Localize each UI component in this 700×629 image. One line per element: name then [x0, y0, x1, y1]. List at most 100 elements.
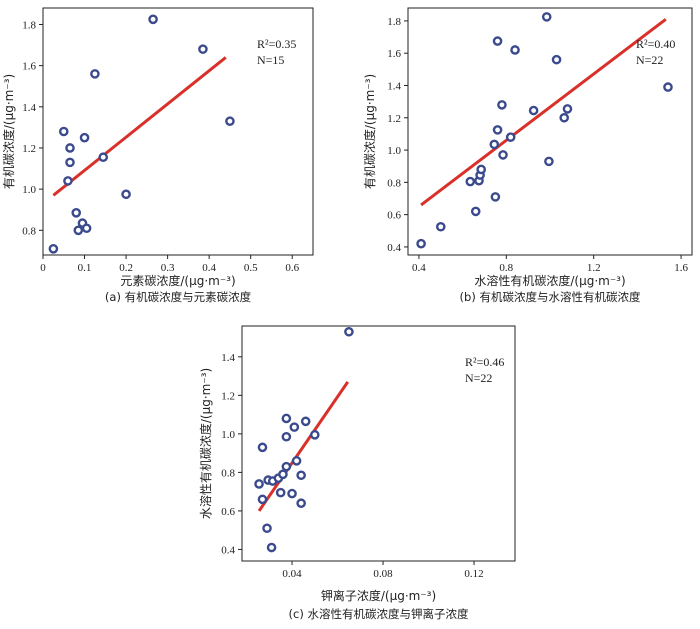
r-squared-label: R²=0.40 — [636, 37, 675, 51]
data-point — [121, 189, 131, 200]
x-tick-label: 0.2 — [119, 262, 133, 274]
y-tick-label: 1.4 — [387, 80, 401, 92]
data-point — [198, 44, 208, 54]
data-point — [281, 413, 292, 424]
x-tick-label: 0.6 — [285, 262, 299, 274]
panel-caption: (b) 有机碳浓度与水溶性有机碳浓度 — [460, 290, 641, 304]
data-point — [275, 487, 286, 498]
y-tick-label: 1.6 — [387, 48, 401, 60]
regression-line — [420, 18, 667, 207]
y-tick-label: 0.8 — [387, 177, 401, 189]
chart-panel-b: 0.4 0.8 1.2 1.6 0.4 0.6 0.8 1.0 1.2 1.4 1.6 1.8 R²=0… — [362, 7, 693, 304]
y-tick-label: 0.8 — [221, 467, 235, 479]
data-point — [65, 157, 75, 168]
y-tick-label: 1.4 — [22, 102, 36, 114]
data-point — [344, 326, 354, 337]
data-point — [90, 69, 100, 79]
data-point — [65, 143, 75, 153]
data-point — [148, 14, 158, 25]
data-point — [81, 223, 92, 234]
data-point — [257, 442, 268, 453]
n-label: N=15 — [257, 53, 284, 67]
data-point — [497, 100, 507, 110]
data-point — [663, 82, 673, 92]
data-point — [257, 494, 268, 505]
data-point — [498, 150, 508, 160]
chart-panel-a: 0 0.1 0.2 0.3 0.4 0.5 0.6 0.8 1.0 1.2 1.4 1.6 1.8 R²=… — [1, 7, 314, 304]
data-point — [309, 430, 320, 440]
data-point — [291, 456, 302, 466]
data-point — [510, 45, 520, 55]
x-tick-label: 0.8 — [499, 262, 513, 274]
x-tick-label: 0.4 — [202, 262, 216, 274]
y-tick-label: 1.0 — [22, 184, 36, 196]
data-point — [225, 116, 235, 127]
panel-caption: (a) 有机碳浓度与元素碳浓度 — [105, 290, 252, 304]
n-label: N=22 — [636, 53, 663, 67]
x-axis-label: 水溶性有机碳浓度/(μg·m⁻³) — [474, 273, 625, 288]
y-tick-label: 1.0 — [387, 145, 401, 157]
data-point — [71, 208, 82, 218]
data-point — [562, 104, 573, 114]
x-tick-label: 0.3 — [161, 262, 175, 274]
y-tick-label: 0.6 — [387, 210, 401, 222]
data-point — [541, 12, 552, 22]
y-tick-label: 1.8 — [387, 16, 401, 28]
data-point — [528, 105, 539, 116]
regression-line — [52, 56, 227, 197]
plot-frame — [42, 7, 314, 256]
data-point — [505, 132, 516, 142]
y-axis-label: 有机碳浓度/(μg·m⁻³) — [1, 74, 16, 189]
data-point — [492, 36, 503, 46]
x-tick-label: 0.08 — [373, 568, 393, 580]
y-tick-label: 0.8 — [22, 225, 36, 237]
x-tick-label: 0.5 — [244, 262, 258, 274]
data-point — [296, 470, 306, 481]
x-tick-label: 0 — [40, 262, 46, 274]
data-point — [544, 156, 554, 167]
y-tick-label: 0.4 — [387, 242, 401, 254]
data-point — [79, 132, 90, 143]
y-axis-label: 水溶性有机碳浓度/(μg·m⁻³) — [198, 368, 213, 519]
n-label: N=22 — [465, 371, 492, 385]
y-tick-label: 1.0 — [221, 429, 235, 441]
x-axis-label: 元素碳浓度/(μg·m⁻³) — [120, 273, 235, 288]
y-tick-label: 1.6 — [22, 61, 36, 73]
x-axis-label: 钾离子浓度/(μg·m⁻³) — [321, 588, 436, 603]
regression-line — [257, 381, 350, 512]
data-point — [287, 488, 297, 499]
y-tick-label: 1.2 — [387, 113, 401, 125]
x-tick-label: 0.04 — [282, 568, 302, 580]
data-point — [63, 176, 73, 186]
data-point — [551, 54, 562, 65]
data-point — [492, 125, 503, 135]
data-point — [58, 126, 69, 137]
data-point — [278, 469, 288, 480]
y-tick-label: 1.2 — [22, 143, 36, 155]
data-point — [266, 542, 277, 553]
y-tick-label: 1.4 — [221, 352, 235, 364]
data-point — [289, 422, 300, 432]
r-squared-label: R²=0.35 — [257, 37, 296, 51]
data-point — [48, 244, 59, 254]
chart-panel-c: 0.04 0.08 0.12 0.4 0.6 0.8 1.0 1.2 1.4 R²=0.46 N=2… — [198, 325, 516, 621]
plot-frame — [407, 7, 693, 256]
data-point — [262, 523, 272, 534]
x-tick-label: 1.6 — [674, 262, 688, 274]
r-squared-label: R²=0.46 — [465, 355, 504, 369]
y-tick-label: 1.8 — [22, 19, 36, 31]
y-tick-label: 0.6 — [221, 506, 235, 518]
data-point — [470, 206, 481, 217]
panel-caption: (c) 水溶性有机碳浓度与钾离子浓度 — [289, 607, 469, 621]
data-point — [300, 416, 311, 427]
data-point — [490, 192, 501, 202]
y-axis-label: 有机碳浓度/(μg·m⁻³) — [362, 74, 377, 189]
x-tick-label: 0.4 — [412, 262, 426, 274]
data-point — [476, 164, 486, 175]
y-tick-label: 0.4 — [221, 544, 235, 556]
x-tick-label: 0.1 — [78, 262, 92, 274]
data-point — [98, 152, 109, 163]
data-point — [416, 238, 426, 249]
data-point — [281, 431, 292, 442]
data-point — [465, 176, 476, 187]
